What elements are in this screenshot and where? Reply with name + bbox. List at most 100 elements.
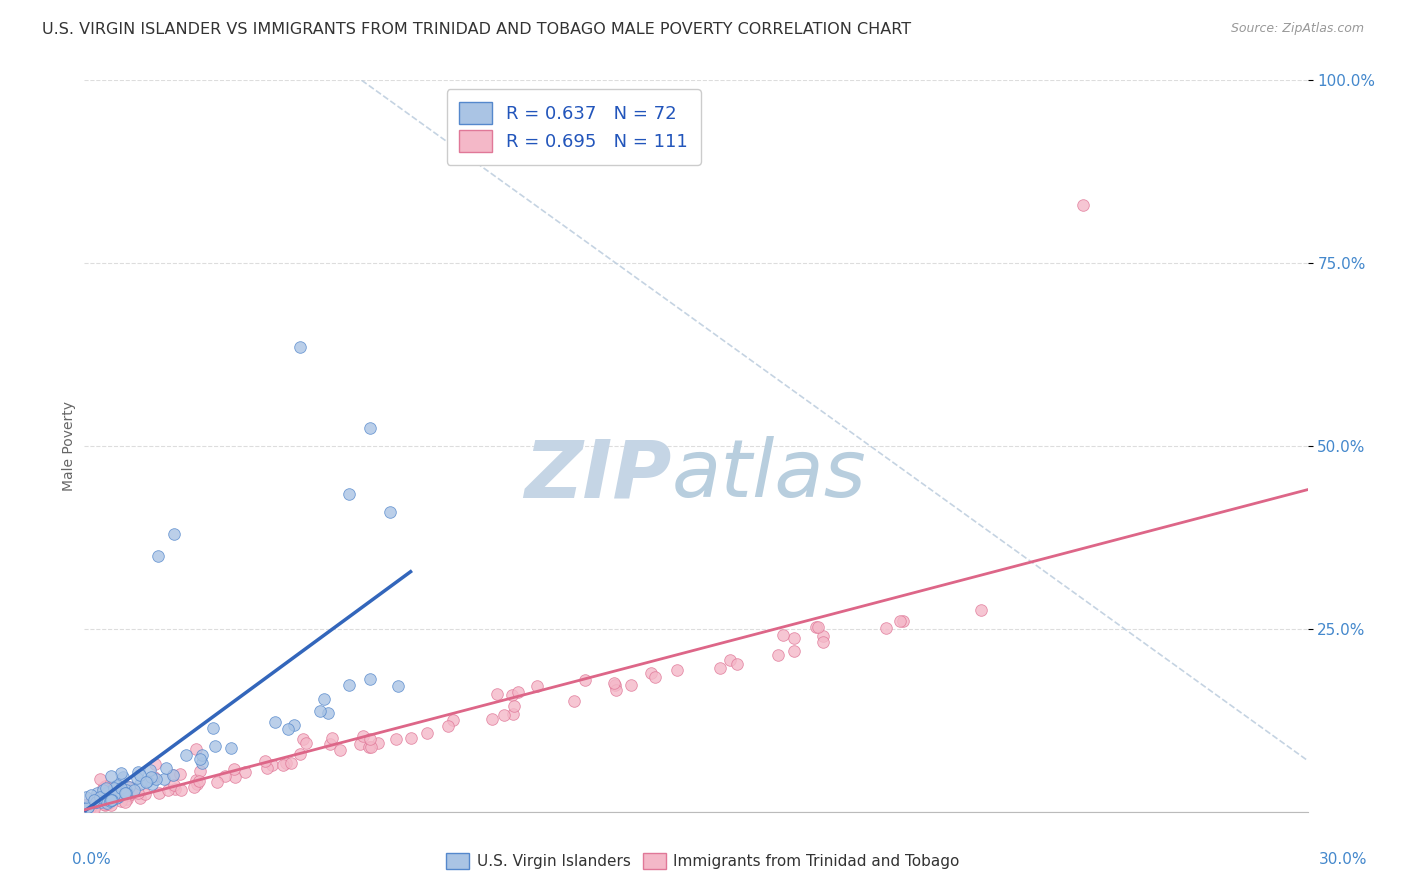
Point: [114, 787, 136, 801]
Point: [79, 797, 101, 812]
Point: [118, 780, 141, 795]
Point: [141, 777, 163, 791]
Point: [97, 791, 120, 805]
Point: [263, 715, 285, 730]
Point: [1073, 197, 1095, 211]
Point: [360, 739, 382, 754]
Point: [91, 782, 114, 797]
Point: [94, 779, 117, 793]
Point: [188, 764, 211, 779]
Point: [188, 751, 211, 765]
Point: [725, 657, 748, 671]
Point: [105, 790, 128, 805]
Point: [142, 770, 165, 784]
Point: [183, 780, 205, 794]
Point: [783, 631, 806, 645]
Point: [385, 732, 408, 747]
Point: [103, 783, 125, 797]
Text: ZIP: ZIP: [524, 436, 672, 515]
Point: [502, 698, 524, 713]
Point: [110, 780, 132, 795]
Point: [80, 798, 103, 813]
Point: [184, 773, 207, 788]
Point: [506, 685, 529, 699]
Point: [91, 797, 114, 812]
Point: [83, 802, 105, 816]
Point: [79, 801, 101, 815]
Point: [143, 757, 166, 772]
Point: [86, 791, 108, 805]
Point: [100, 769, 122, 783]
Point: [103, 788, 125, 802]
Point: [103, 788, 125, 802]
Point: [91, 780, 114, 795]
Point: [290, 340, 312, 354]
Point: [129, 777, 152, 791]
Point: [235, 765, 257, 780]
Point: [399, 731, 422, 746]
Point: [170, 782, 193, 797]
Point: [118, 780, 141, 795]
Point: [187, 774, 209, 789]
Point: [127, 786, 149, 800]
Text: U.S. VIRGIN ISLANDER VS IMMIGRANTS FROM TRINIDAD AND TOBAGO MALE POVERTY CORRELA: U.S. VIRGIN ISLANDER VS IMMIGRANTS FROM …: [42, 22, 911, 37]
Point: [562, 694, 585, 708]
Point: [224, 762, 246, 776]
Point: [89, 793, 111, 807]
Point: [291, 732, 314, 747]
Point: [86, 786, 108, 800]
Point: [603, 676, 626, 690]
Point: [772, 628, 794, 642]
Point: [135, 775, 157, 789]
Point: [970, 603, 993, 617]
Point: [502, 706, 524, 721]
Point: [127, 764, 149, 779]
Point: [75, 790, 97, 805]
Point: [96, 796, 118, 810]
Legend: R = 0.637   N = 72, R = 0.695   N = 111: R = 0.637 N = 72, R = 0.695 N = 111: [447, 89, 700, 165]
Point: [139, 763, 162, 777]
Point: [118, 789, 141, 803]
Point: [104, 789, 127, 804]
Point: [146, 549, 169, 563]
Point: [437, 719, 460, 733]
Point: [115, 783, 138, 797]
Point: [526, 679, 548, 693]
Point: [666, 663, 689, 677]
Point: [190, 747, 212, 762]
Point: [163, 779, 186, 793]
Point: [309, 704, 332, 718]
Point: [155, 761, 177, 775]
Point: [100, 786, 122, 800]
Point: [811, 635, 834, 649]
Point: [277, 722, 299, 736]
Point: [94, 797, 117, 812]
Point: [295, 736, 318, 750]
Point: [271, 758, 294, 772]
Point: [110, 765, 132, 780]
Point: [107, 789, 129, 804]
Point: [80, 788, 103, 802]
Point: [121, 782, 143, 797]
Point: [165, 782, 187, 797]
Point: [256, 761, 278, 775]
Point: [339, 486, 361, 500]
Point: [766, 648, 789, 662]
Point: [280, 756, 302, 770]
Point: [481, 712, 503, 726]
Point: [77, 797, 100, 812]
Point: [162, 768, 184, 782]
Point: [619, 678, 641, 692]
Point: [96, 797, 118, 812]
Point: [129, 768, 152, 782]
Point: [135, 774, 157, 789]
Point: [100, 794, 122, 808]
Point: [387, 679, 409, 693]
Point: [100, 792, 122, 806]
Point: [186, 777, 208, 791]
Point: [94, 781, 117, 796]
Point: [145, 772, 167, 787]
Point: [100, 793, 122, 807]
Point: [202, 721, 225, 735]
Legend: U.S. Virgin Islanders, Immigrants from Trinidad and Tobago: U.S. Virgin Islanders, Immigrants from T…: [440, 847, 966, 875]
